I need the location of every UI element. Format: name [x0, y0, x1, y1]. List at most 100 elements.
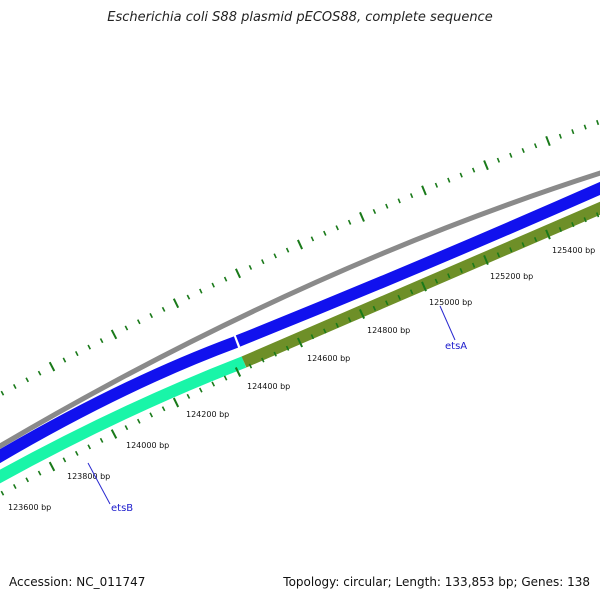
- inner-tick-2: [12, 484, 17, 489]
- inner-tick-10: [110, 429, 118, 439]
- inner-tick-33: [397, 294, 401, 300]
- inner-tick-22: [261, 357, 265, 363]
- inner-tick-12: [136, 418, 141, 424]
- outer-tick-18: [211, 282, 215, 288]
- outer-tick-41: [496, 157, 501, 163]
- tick-label-124400: 124400 bp: [247, 382, 290, 391]
- inner-tick-5: [48, 461, 56, 472]
- inner-tick-7: [74, 450, 79, 456]
- outer-tick-43: [521, 147, 525, 154]
- outer-tick-31: [372, 208, 377, 215]
- inner-tick-14: [161, 406, 166, 412]
- gene-etsA-arc[interactable]: [241, 201, 600, 368]
- inner-tick-17: [198, 387, 203, 393]
- tick-label-125200: 125200 bp: [490, 272, 533, 281]
- outer-tick-47: [571, 129, 575, 135]
- inner-tick-34: [409, 289, 414, 295]
- outer-tick-20: [234, 268, 242, 279]
- gene-etsB-arc[interactable]: [0, 356, 247, 484]
- inner-tick-4: [37, 470, 42, 476]
- gene-etsA-leader-line: [439, 305, 456, 341]
- tick-label-125400: 125400 bp: [552, 246, 595, 255]
- outer-tick-29: [347, 219, 352, 225]
- outer-tick-39: [471, 167, 476, 173]
- outer-tick-32: [385, 203, 389, 209]
- inner-tick-37: [447, 273, 451, 279]
- inner-tick-8: [87, 444, 92, 450]
- outer-tick-9: [99, 338, 104, 344]
- inner-tick-25: [296, 337, 304, 348]
- outer-tick-44: [533, 143, 538, 149]
- outer-tick-6: [62, 357, 67, 363]
- sequence-summary: Topology: circular; Length: 133,853 bp; …: [283, 575, 590, 589]
- tick-label-125000: 125000 bp: [429, 298, 472, 307]
- inner-tick-43: [521, 242, 525, 248]
- inner-tick-29: [347, 317, 352, 323]
- inner-tick-24: [285, 345, 290, 351]
- outer-tick-27: [323, 230, 327, 236]
- tick-label-124200: 124200 bp: [186, 410, 229, 419]
- outer-tick-26: [310, 236, 315, 242]
- outer-tick-34: [409, 193, 414, 199]
- inner-tick-3: [25, 477, 30, 483]
- outer-tick-11: [124, 325, 129, 331]
- inner-tick-15: [172, 397, 180, 408]
- outer-tick-23: [273, 253, 277, 259]
- inner-tick-38: [459, 267, 463, 274]
- outer-tick-13: [149, 313, 154, 319]
- outer-tick-40: [483, 160, 489, 171]
- outer-tick-4: [37, 370, 42, 376]
- inner-tick-27: [323, 328, 327, 334]
- outer-tick-8: [87, 344, 92, 350]
- outer-tick-3: [25, 377, 30, 383]
- inner-tick-6: [62, 457, 67, 463]
- inner-tick-36: [434, 278, 439, 284]
- outer-tick-42: [509, 152, 513, 158]
- outer-tick-5: [48, 361, 56, 372]
- inner-tick-16: [186, 393, 191, 399]
- tick-label-123600: 123600 bp: [8, 503, 51, 512]
- accession-label: Accession: NC_011747: [9, 575, 146, 589]
- outer-tick-46: [558, 133, 562, 139]
- outer-tick-7: [74, 351, 79, 357]
- outer-tick-35: [421, 185, 427, 196]
- inner-tick-30: [358, 308, 366, 320]
- tick-label-123800: 123800 bp: [67, 472, 110, 481]
- inner-tick-35: [421, 281, 427, 292]
- outer-tick-45: [545, 135, 551, 147]
- outer-tick-24: [285, 247, 290, 253]
- outer-tick-10: [110, 329, 118, 340]
- inner-tick-1: [0, 490, 5, 496]
- forward-strand-track-a: [0, 336, 239, 464]
- inner-tick-41: [496, 252, 501, 258]
- inner-tick-28: [335, 322, 339, 328]
- inner-tick-31: [372, 305, 377, 311]
- inner-tick-44: [533, 236, 538, 243]
- tick-label-124000: 124000 bp: [126, 441, 169, 450]
- outer-tick-12: [136, 319, 141, 325]
- outer-tick-38: [459, 172, 463, 178]
- outer-tick-14: [161, 306, 166, 312]
- inner-tick-ring: [0, 212, 600, 496]
- outer-tick-28: [335, 225, 339, 231]
- outer-tick-48: [583, 124, 587, 130]
- outer-tick-25: [296, 239, 304, 250]
- gene-etsB-leader-line: [87, 462, 111, 505]
- outer-tick-15: [172, 298, 180, 309]
- gene-etsB-label[interactable]: etsB: [111, 503, 133, 514]
- inner-tick-26: [310, 334, 315, 340]
- outer-tick-ring: [0, 119, 600, 396]
- outer-tick-2: [12, 384, 17, 389]
- inner-tick-45: [545, 229, 551, 240]
- outer-tick-22: [261, 259, 265, 265]
- inner-tick-32: [385, 300, 389, 306]
- tick-label-124600: 124600 bp: [307, 354, 350, 363]
- map-title: Escherichia coli S88 plasmid pECOS88, co…: [107, 10, 493, 25]
- inner-tick-13: [149, 412, 154, 418]
- inner-tick-23: [273, 351, 277, 357]
- outer-tick-1: [0, 390, 5, 396]
- gene-etsA-label[interactable]: etsA: [445, 341, 467, 352]
- inner-tick-19: [223, 375, 228, 381]
- tick-label-124800: 124800 bp: [367, 326, 410, 335]
